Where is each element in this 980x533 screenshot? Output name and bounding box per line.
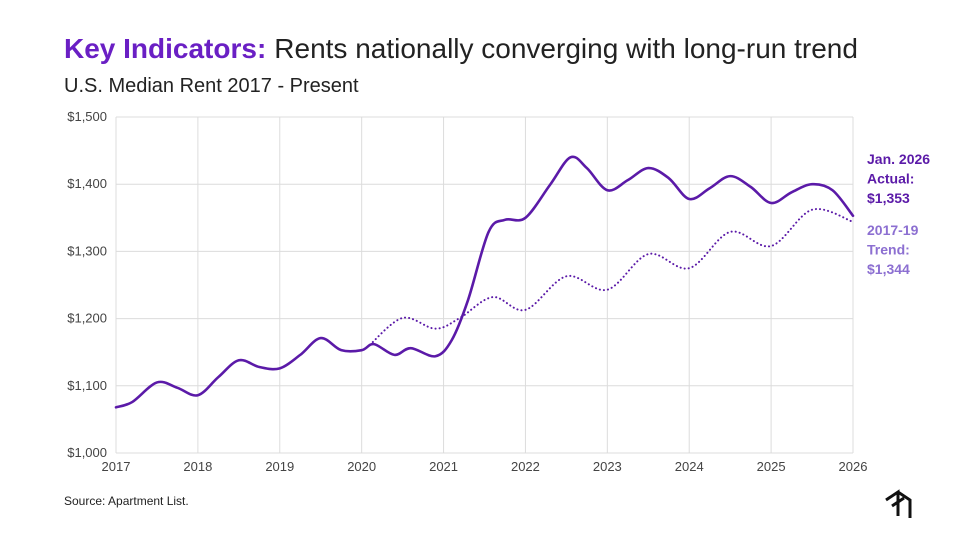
y-tick-label: $1,400 [67,176,107,191]
annotation-line: $1,353 [867,190,910,206]
chart-title: Key Indicators: Rents nationally convergi… [64,33,858,64]
x-tick-label: 2022 [511,459,540,474]
annotation-line: 2017-19 [867,222,919,238]
series-line [114,155,855,409]
y-tick-label: $1,200 [67,311,107,326]
logo [885,489,912,518]
annotation: 2017-19 Trend: $1,344 [867,222,919,277]
source: Source: Apartment List. [64,494,189,508]
y-tick-label: $1,000 [67,445,107,460]
x-tick-label: 2019 [265,459,294,474]
title-text: Rents nationally converging with long-ru… [274,33,858,64]
y-tick-label: $1,100 [67,378,107,393]
x-tick-label: 2018 [183,459,212,474]
series-line [368,208,854,346]
annotation-line: Actual: [867,171,914,187]
x-tick-label: 2021 [429,459,458,474]
y-tick-label: $1,300 [67,243,107,258]
x-tick-label: 2017 [102,459,131,474]
x-tick-label: 2026 [839,459,868,474]
x-tick-label: 2023 [593,459,622,474]
annotation-line: $1,344 [867,261,910,277]
x-tick-label: 2020 [347,459,376,474]
title-highlight: Key Indicators: [64,33,266,64]
y-tick-label: $1,500 [67,109,107,124]
x-tick-label: 2024 [675,459,704,474]
subtitle: U.S. Median Rent 2017 - Present [64,75,359,97]
annotation-line: Jan. 2026 [867,151,930,167]
annotation-line: Trend: [867,242,910,258]
annotation: Jan. 2026 Actual: $1,353 [867,151,930,206]
x-tick-label: 2025 [757,459,786,474]
